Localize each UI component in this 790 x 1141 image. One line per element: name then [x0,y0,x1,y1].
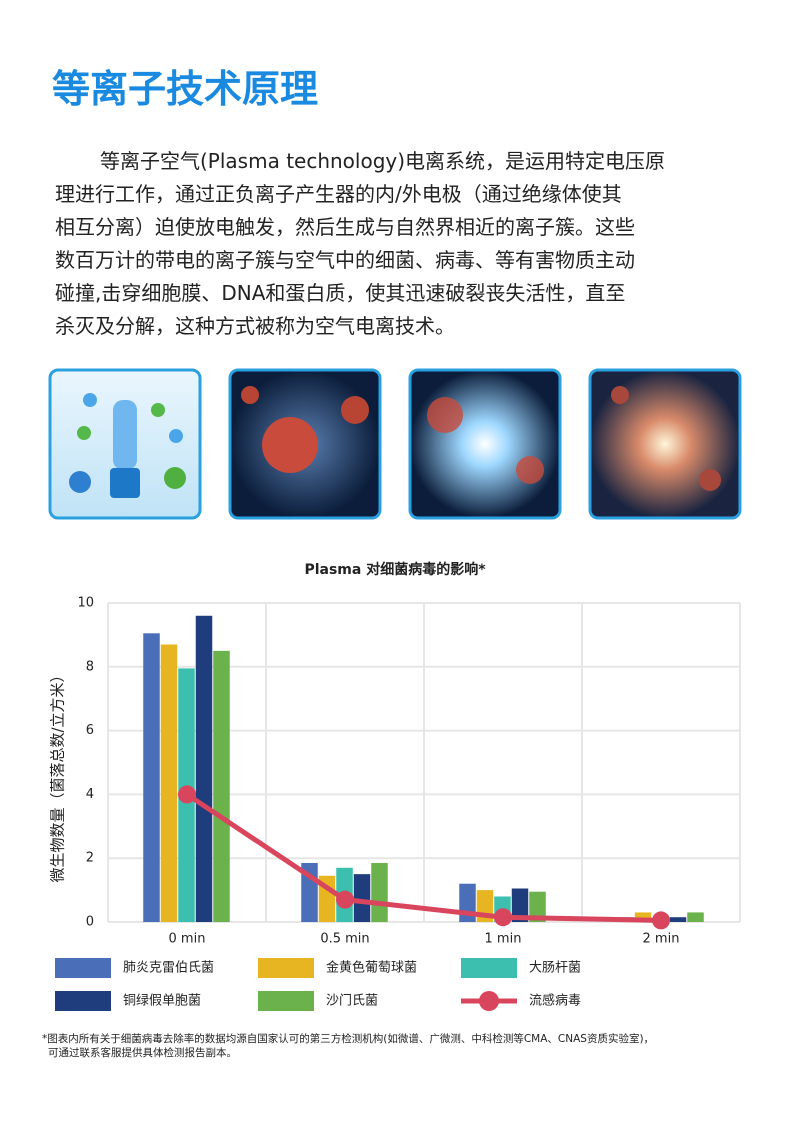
paragraph: 等离子空气(Plasma technology)电离系统，是运用特定电压原理进行… [55,145,755,343]
legend-label: 大肠杆菌 [529,961,581,976]
footnote-line: 可通过联系客服提供具体检测报告副本。 [48,1047,237,1059]
bar [459,883,476,922]
y-tick-label: 10 [77,596,94,611]
x-tick-label: 2 min [643,932,680,947]
paragraph-line: 理进行工作，通过正负离子产生器的内/外电极（通过绝缘体使其 [55,182,622,206]
bar [213,650,230,922]
bar [687,912,704,922]
legend-label: 金黄色葡萄球菌 [326,960,417,976]
bar [529,891,546,922]
y-tick-label: 4 [86,787,94,802]
legend-swatch [479,991,499,1011]
bar [195,615,213,922]
footnote: *图表内所有关于细菌病毒去除率的数据均源自国家认可的第三方检测机构(如微谱、广微… [42,1032,654,1060]
bar [318,875,336,922]
x-tick-label: 0 min [169,932,206,947]
paragraph-line: 相互分离）迫使放电触发，然后生成与自然界相近的离子簇。这些 [55,215,635,239]
image-destruction [588,368,742,520]
paragraph-line: 数百万计的带电的离子簇与空气中的细菌、病毒、等有害物质主动 [55,248,635,272]
paragraph-line: 碰撞,击穿细胞膜、DNA和蛋白质，使其迅速破裂丧失活性，直至 [55,281,626,305]
page-title: 等离子技术原理 [52,67,319,111]
legend-label: 流感病毒 [529,993,581,1009]
image-discharge [408,368,562,520]
y-axis-label: 微生物数量（菌落总数/立方米） [49,667,67,882]
illustrations [48,368,742,520]
line [185,792,662,923]
paragraph-line: 等离子空气(Plasma technology)电离系统，是运用特定电压原 [100,149,666,173]
bar [634,912,652,922]
chart-title: Plasma 对细菌病毒的影响* [304,561,486,578]
bar [617,917,634,922]
y-tick-label: 8 [86,659,94,674]
bar [494,896,511,922]
x-tick-label: 1 min [485,932,522,947]
legend-label: 沙门氏菌 [326,994,378,1009]
line-point [336,890,354,909]
legend-label: 铜绿假单胞菌 [123,994,201,1009]
y-tick-label: 2 [86,851,94,866]
image-virus [228,368,382,520]
paragraph-line: 杀灭及分解，这种方式被称为空气电离技术。 [55,314,455,338]
image-ion-generator [48,368,202,520]
legend-swatch [461,958,517,978]
legend-swatch [55,991,111,1011]
bar [476,890,494,922]
line-point [652,911,670,930]
y-tick-label: 6 [86,723,94,738]
bar [371,862,388,922]
bar [178,668,195,922]
line-point [178,785,196,804]
bar [301,862,318,922]
line-point [494,908,512,927]
x-tick-label: 0.5 min [320,932,369,947]
bar [669,917,687,922]
bar [336,867,353,922]
bar [652,918,669,922]
legend-swatch [258,991,314,1011]
legend-label: 肺炎克雷伯氏菌 [123,961,214,976]
legend-swatch [55,958,111,978]
bar [143,633,160,922]
y-tick-label: 0 [86,915,94,930]
bar [353,874,371,922]
footnote-line: *图表内所有关于细菌病毒去除率的数据均源自国家认可的第三方检测机构(如微谱、广微… [42,1033,655,1045]
bar [511,888,529,922]
bar [160,644,178,922]
legend-swatch [258,958,314,978]
